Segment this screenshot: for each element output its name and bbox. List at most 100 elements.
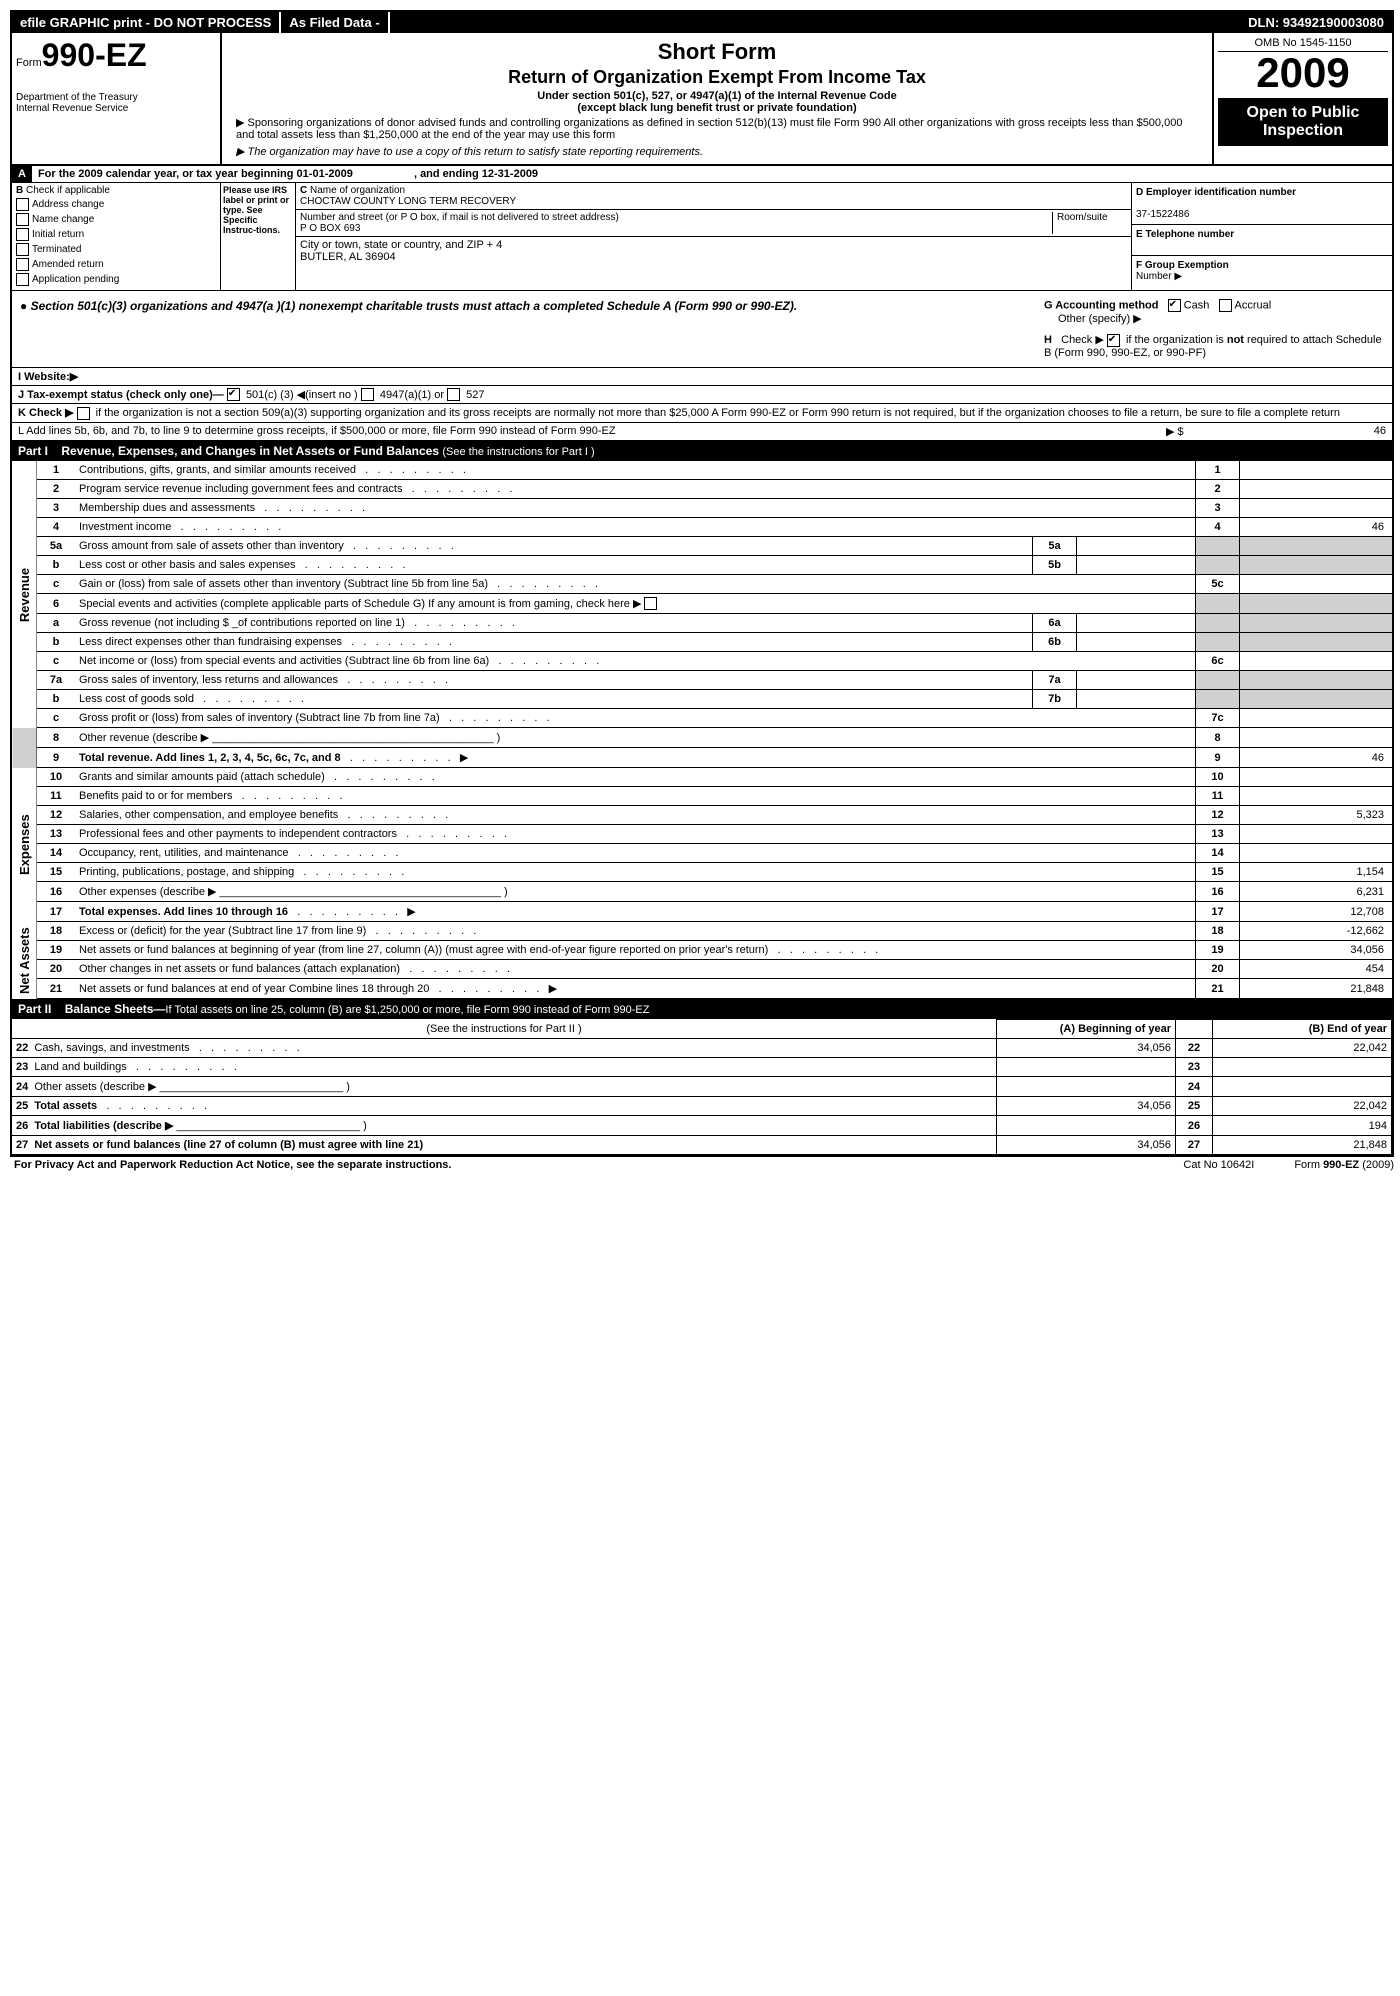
cb-4947[interactable]	[361, 388, 374, 401]
line-7b: bLess cost of goods sold7b	[12, 690, 1392, 709]
line-7c: cGross profit or (loss) from sales of in…	[12, 709, 1392, 728]
cb-501c[interactable]	[227, 388, 240, 401]
cb-k[interactable]	[77, 407, 90, 420]
line-12: 12Salaries, other compensation, and empl…	[12, 806, 1392, 825]
bs-line-24: 24 Other assets (describe ▶ ____________…	[12, 1077, 1392, 1097]
line-7a: 7aGross sales of inventory, less returns…	[12, 671, 1392, 690]
ein-box: D Employer identification number 37-1522…	[1132, 183, 1392, 225]
line-21: 21Net assets or fund balances at end of …	[12, 979, 1392, 999]
line-5b: bLess cost or other basis and sales expe…	[12, 555, 1392, 574]
year-box: OMB No 1545-1150 2009 Open to Public Ins…	[1214, 33, 1392, 164]
irs-label-instructions: Please use IRS label or print or type. S…	[221, 183, 296, 290]
e-label: E Telephone number	[1136, 229, 1234, 240]
line-18: Net Assets18Excess or (deficit) for the …	[12, 922, 1392, 941]
line-6b: bLess direct expenses other than fundrai…	[12, 633, 1392, 652]
form-990ez: efile GRAPHIC print - DO NOT PROCESS As …	[10, 10, 1394, 1157]
c-label: C	[300, 185, 307, 196]
b-label: B	[16, 185, 23, 196]
efile-label: efile GRAPHIC print - DO NOT PROCESS	[12, 12, 281, 33]
line-17: 17Total expenses. Add lines 10 through 1…	[12, 902, 1392, 922]
line-19: 19Net assets or fund balances at beginni…	[12, 941, 1392, 960]
cb-accrual[interactable]	[1219, 299, 1232, 312]
dln-label: DLN: 93492190003080	[1240, 12, 1392, 33]
ein-value: 37-1522486	[1136, 209, 1189, 220]
cb-527[interactable]	[447, 388, 460, 401]
cb-name-label: Name change	[32, 214, 94, 225]
row-l: L Add lines 5b, 6b, and 7b, to line 9 to…	[12, 423, 1392, 441]
side-netassets: Net Assets	[12, 922, 37, 999]
c-name-label: Name of organization	[310, 185, 405, 196]
other-specify: Other (specify) ▶	[1044, 312, 1384, 325]
cb-address-label: Address change	[32, 199, 104, 210]
part2-note: If Total assets on line 25, column (B) a…	[165, 1004, 649, 1016]
row-j: J Tax-exempt status (check only one)— 50…	[12, 386, 1392, 405]
line-6: 6Special events and activities (complete…	[12, 593, 1392, 614]
g-label: G Accounting method	[1044, 299, 1158, 311]
i-label: I Website:▶	[18, 371, 78, 383]
section-b-row: B Check if applicable Address change Nam…	[12, 183, 1392, 291]
dept-treasury: Department of the Treasury	[16, 92, 216, 103]
part1-label: Part I	[18, 444, 58, 458]
line-20: 20Other changes in net assets or fund ba…	[12, 960, 1392, 979]
group-exemption-box: F Group Exemption Number ▶	[1132, 256, 1392, 286]
title-box: Short Form Return of Organization Exempt…	[222, 33, 1214, 164]
l-val: 46	[1246, 425, 1386, 438]
f-label: F Group Exemption	[1136, 260, 1229, 271]
side-expenses: Expenses	[12, 768, 37, 922]
line-11: 11Benefits paid to or for members11	[12, 787, 1392, 806]
j-cb3: 527	[466, 389, 484, 401]
bullet-section: ● Section 501(c)(3) organizations and 49…	[12, 291, 1392, 368]
line-8: 8Other revenue (describe ▶ _____________…	[12, 728, 1392, 748]
cb-terminated-label: Terminated	[32, 244, 81, 255]
line-5a: 5aGross amount from sale of assets other…	[12, 536, 1392, 555]
part2-label: Part II	[18, 1002, 61, 1016]
cb-amended[interactable]	[16, 258, 29, 271]
org-name-row: C Name of organization CHOCTAW COUNTY LO…	[296, 183, 1131, 210]
j-cb2: 4947(a)(1) or	[380, 389, 444, 401]
cb-terminated[interactable]	[16, 243, 29, 256]
form-label: Form	[16, 57, 42, 69]
part1-note: (See the instructions for Part I )	[442, 446, 594, 458]
org-city-row: City or town, state or country, and ZIP …	[296, 237, 1131, 265]
line-16: 16Other expenses (describe ▶ ___________…	[12, 882, 1392, 902]
bs-line-26: 26 Total liabilities (describe ▶ _______…	[12, 1116, 1392, 1136]
subtitle1: Under section 501(c), 527, or 4947(a)(1)…	[226, 90, 1208, 102]
subtitle2: (except black lung benefit trust or priv…	[226, 102, 1208, 114]
header-row: Form990-EZ Department of the Treasury In…	[12, 33, 1392, 166]
f-label2: Number ▶	[1136, 271, 1182, 282]
top-bar: efile GRAPHIC print - DO NOT PROCESS As …	[12, 12, 1392, 33]
phone-box: E Telephone number	[1132, 225, 1392, 256]
cb-amended-label: Amended return	[32, 259, 104, 270]
h-text2: if the organization is	[1126, 334, 1224, 346]
row-a-text: For the 2009 calendar year, or tax year …	[38, 168, 353, 180]
cb-application[interactable]	[16, 273, 29, 286]
row-i: I Website:▶	[12, 368, 1392, 386]
bs-col-b: (B) End of year	[1213, 1020, 1392, 1039]
k-text2: if the organization is not a section 509…	[96, 407, 1340, 419]
cb-gaming[interactable]	[644, 597, 657, 610]
form-number: 990-EZ	[42, 37, 147, 73]
line-13: 13Professional fees and other payments t…	[12, 825, 1392, 844]
part1-title: Revenue, Expenses, and Changes in Net As…	[61, 444, 439, 458]
footer-left: For Privacy Act and Paperwork Reduction …	[14, 1159, 451, 1171]
accrual-label: Accrual	[1235, 299, 1272, 311]
bs-col-a: (A) Beginning of year	[997, 1020, 1176, 1039]
part1-header: Part I Revenue, Expenses, and Changes in…	[12, 441, 1392, 461]
cb-name-change[interactable]	[16, 213, 29, 226]
cb-h[interactable]	[1107, 334, 1120, 347]
side-revenue: Revenue	[12, 461, 37, 728]
cb-cash[interactable]	[1168, 299, 1181, 312]
cb-initial-return[interactable]	[16, 228, 29, 241]
col-org: C Name of organization CHOCTAW COUNTY LO…	[296, 183, 1132, 290]
cb-address-change[interactable]	[16, 198, 29, 211]
balance-sheet-table: (See the instructions for Part II ) (A) …	[12, 1019, 1392, 1155]
note2: ▶ The organization may have to use a cop…	[226, 143, 1208, 160]
line-1: Revenue1Contributions, gifts, grants, an…	[12, 461, 1392, 480]
line-14: 14Occupancy, rent, utilities, and mainte…	[12, 844, 1392, 863]
asfiled-label: As Filed Data -	[281, 12, 389, 33]
org-city: BUTLER, AL 36904	[300, 251, 396, 263]
org-addr-row: Number and street (or P O box, if mail i…	[296, 210, 1131, 237]
bullet-text: ● Section 501(c)(3) organizations and 49…	[20, 299, 1044, 359]
bs-line-22: 22 Cash, savings, and investments34,0562…	[12, 1039, 1392, 1058]
line-6c: cNet income or (loss) from special event…	[12, 652, 1392, 671]
